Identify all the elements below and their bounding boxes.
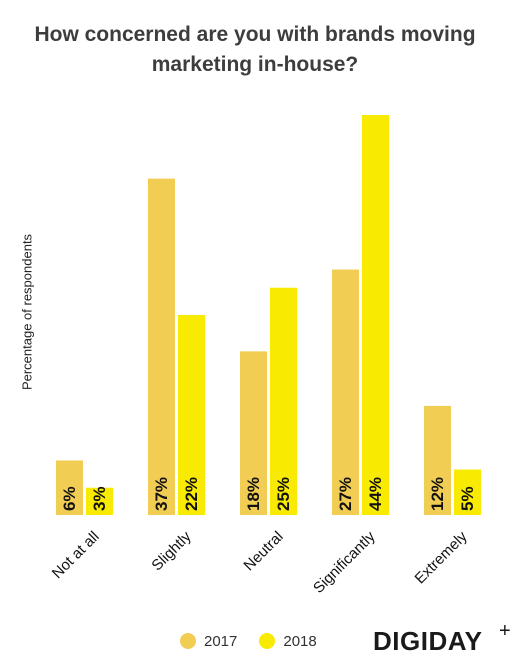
bar-not-at-all-2018: [86, 487, 113, 515]
data-label-neutral-2018: 25%: [274, 477, 293, 511]
bar-extremely-2018: [454, 469, 481, 515]
legend-label-2017: 2017: [204, 632, 238, 650]
data-label-not-at-all-2018: 3%: [90, 486, 109, 511]
legend-item-2017: 2017: [180, 633, 237, 650]
data-label-significantly-2017: 27%: [336, 477, 355, 511]
x-tick-label-slightly: Slightly: [148, 528, 195, 575]
chart-title: How concerned are you with brands moving…: [0, 20, 510, 80]
bar-slightly-2017: [148, 178, 175, 516]
legend-item-2018: 2018: [259, 632, 317, 650]
data-label-slightly-2018: 22%: [182, 477, 201, 511]
data-label-not-at-all-2017: 6%: [60, 486, 79, 511]
x-tick-label-neutral: Neutral: [240, 528, 286, 574]
data-label-extremely-2018: 5%: [458, 486, 477, 511]
legend-swatch-2018: [259, 633, 276, 649]
x-tick-label-not-at-all: Not at all: [49, 528, 103, 582]
chart-title-line-1: How concerned are you with brands moving: [34, 23, 476, 46]
bar-neutral-2017: [240, 351, 267, 515]
data-label-extremely-2017: 12%: [428, 477, 447, 511]
digiday-logo: DIGIDAY +: [373, 620, 510, 657]
bar-significantly-2018: [362, 115, 389, 515]
chart-title-line-2: marketing in-house?: [151, 53, 359, 76]
bar-slightly-2018: [178, 315, 205, 515]
bar-neutral-2018: [270, 287, 297, 515]
data-label-significantly-2018: 44%: [366, 477, 385, 511]
bar-extremely-2017: [424, 405, 451, 515]
bar-significantly-2017: [332, 269, 359, 515]
legend-swatch-2017: [180, 633, 196, 649]
data-label-neutral-2017: 18%: [244, 477, 263, 511]
x-tick-label-extremely: Extremely: [412, 528, 472, 588]
x-tick-label-significantly: Significantly: [310, 528, 379, 597]
legend: 2017 2018: [180, 630, 339, 652]
logo-plus-mark: +: [499, 620, 510, 642]
bar-not-at-all-2017: [56, 460, 83, 515]
logo-text: DIGIDAY: [373, 626, 483, 656]
data-label-slightly-2017: 37%: [152, 477, 171, 511]
legend-label-2018: 2018: [283, 632, 317, 650]
